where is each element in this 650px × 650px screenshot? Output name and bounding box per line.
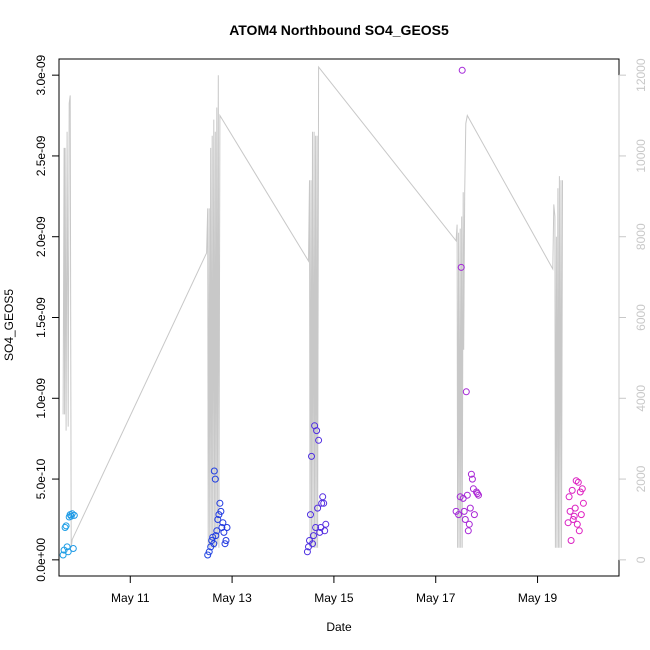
data-point (567, 537, 575, 544)
data-point (571, 504, 579, 512)
x-tick-label: May 19 (518, 591, 558, 605)
data-point (222, 537, 230, 544)
data-point (205, 548, 213, 556)
data-point (316, 528, 324, 536)
data-point (63, 543, 71, 551)
data-point (460, 507, 468, 515)
data-point (466, 504, 474, 512)
data-point (61, 524, 69, 531)
data-point (210, 540, 218, 548)
data-point (70, 511, 78, 519)
data-point (458, 66, 466, 74)
data-point (573, 520, 581, 528)
x-tick-label: May 13 (212, 591, 252, 605)
data-point (320, 499, 328, 507)
data-point (566, 507, 574, 515)
y2-tick-label: 0 (634, 556, 648, 563)
data-point (464, 527, 472, 535)
data-point (322, 520, 330, 528)
data-point (312, 524, 320, 531)
altitude-line-group (62, 65, 563, 548)
data-point (475, 491, 482, 499)
data-point (570, 512, 578, 520)
y-tick-label: 3.0e-09 (34, 54, 48, 95)
data-point (223, 524, 231, 531)
y2-tick-label: 8000 (634, 223, 648, 250)
data-point (565, 493, 573, 501)
data-point (568, 486, 576, 494)
data-point (221, 540, 229, 548)
data-point (315, 436, 323, 444)
data-point (474, 490, 481, 498)
data-point (219, 519, 227, 527)
x-tick-label: May 17 (416, 591, 456, 605)
data-point (307, 511, 314, 519)
data-point (321, 527, 329, 535)
data-point (68, 510, 76, 518)
x-axis-label: Date (326, 620, 352, 634)
data-point (461, 516, 469, 523)
y2-tick-label: 10000 (634, 139, 648, 173)
y-tick-label: 5.0e-10 (34, 458, 48, 499)
y2-tick-label: 2000 (634, 465, 648, 492)
data-point (578, 485, 586, 493)
data-point (210, 467, 218, 475)
y-axis-left: 0.0e+00 5.0e-10 1.0e-09 1.5e-09 2.0e-09 2.5e-… (34, 54, 60, 582)
data-point (575, 527, 583, 535)
y-tick-label: 2.0e-09 (34, 216, 48, 257)
data-point (308, 452, 315, 460)
altitude-line (62, 65, 563, 548)
data-point (69, 545, 77, 552)
data-point (572, 477, 580, 485)
data-point (220, 528, 228, 536)
data-point (319, 493, 327, 501)
data-point (465, 520, 473, 528)
x-tick-label: May 11 (111, 591, 150, 605)
data-point (59, 551, 67, 559)
data-point (574, 478, 582, 486)
y-tick-label: 1.5e-09 (34, 297, 48, 338)
data-point (314, 504, 322, 512)
data-point (309, 540, 316, 548)
data-point (468, 475, 476, 483)
data-point (212, 532, 220, 540)
data-point (463, 491, 471, 499)
data-point (211, 475, 219, 483)
data-point (204, 551, 212, 559)
data-point (214, 516, 222, 523)
data-point (457, 263, 465, 271)
y2-tick-label: 12000 (634, 58, 648, 92)
data-point (577, 511, 585, 519)
y-axis-label: SO4_GEOS5 (2, 289, 16, 361)
chart-title: ATOM4 Northbound SO4_GEOS5 (229, 22, 449, 38)
data-point (462, 388, 470, 396)
y-tick-label: 2.5e-09 (34, 135, 48, 176)
y-tick-label: 1.0e-09 (34, 378, 48, 419)
data-point (62, 522, 70, 530)
data-point (470, 511, 478, 519)
data-point (217, 507, 225, 515)
data-point (216, 499, 224, 507)
data-point (579, 499, 587, 507)
data-point (213, 527, 221, 535)
x-tick-label: May 15 (314, 591, 354, 605)
data-point (564, 519, 572, 527)
data-point (64, 548, 72, 556)
data-point (318, 499, 326, 507)
y2-tick-label: 6000 (634, 304, 648, 331)
data-point (313, 427, 321, 435)
so4-points-group (59, 66, 587, 559)
data-point (310, 532, 317, 540)
data-point (569, 516, 577, 523)
y-tick-label: 0.0e+00 (34, 538, 48, 582)
data-point (467, 470, 475, 478)
data-point (455, 511, 463, 519)
data-point (303, 548, 311, 556)
y-axis-right: 0 2000 4000 6000 8000 10000 12000 (618, 58, 648, 563)
x-axis: May 11 May 13 May 15 May 17 May 19 (111, 575, 558, 605)
y2-tick-label: 4000 (634, 385, 648, 412)
